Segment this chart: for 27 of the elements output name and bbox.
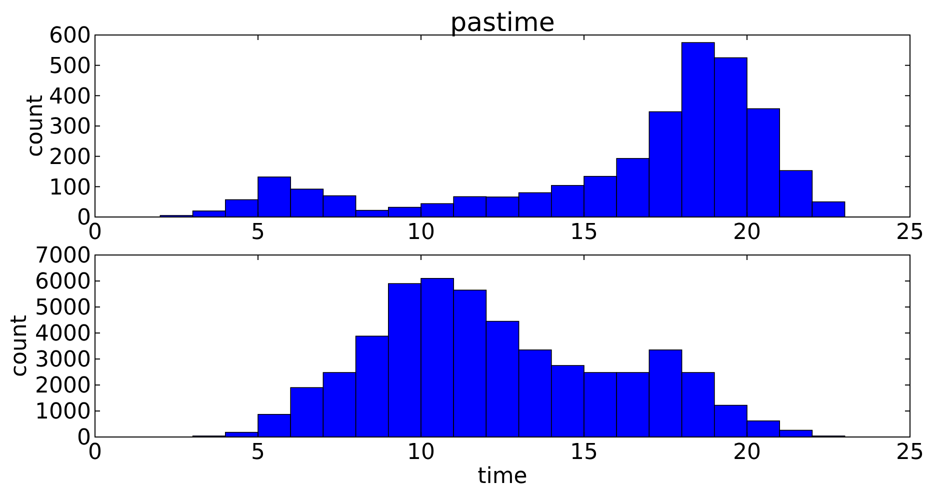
x-tick-label: 10 (407, 440, 435, 465)
x-tick-label: 5 (251, 220, 265, 245)
chart-title: pastime (450, 8, 555, 38)
y-axis-title: count (23, 94, 48, 158)
y-tick-label: 6000 (35, 270, 91, 295)
x-tick-label: 25 (896, 220, 924, 245)
x-tick-label: 15 (570, 440, 598, 465)
y-tick-label: 7000 (35, 244, 91, 269)
y-tick-label: 2000 (35, 374, 91, 399)
x-tick-label: 25 (896, 440, 924, 465)
y-tick-label: 300 (49, 114, 91, 140)
y-tick-label: 500 (49, 54, 91, 80)
y-tick-label: 100 (49, 175, 91, 200)
y-tick-label: 1000 (35, 400, 91, 425)
x-tick-label: 5 (251, 440, 265, 465)
y-tick-label: 200 (49, 145, 91, 170)
y-axis-title: count (7, 314, 32, 378)
y-tick-label: 600 (49, 24, 91, 49)
y-tick-label: 5000 (35, 296, 91, 321)
x-tick-label: 20 (733, 220, 761, 245)
y-tick-label: 400 (49, 84, 91, 110)
x-tick-label: 15 (570, 220, 598, 245)
x-tick-label: 10 (407, 220, 435, 245)
y-tick-label: 3000 (35, 348, 91, 373)
x-axis-title: time (478, 464, 528, 489)
x-tick-label: 20 (733, 440, 761, 465)
y-tick-label: 4000 (35, 322, 91, 347)
